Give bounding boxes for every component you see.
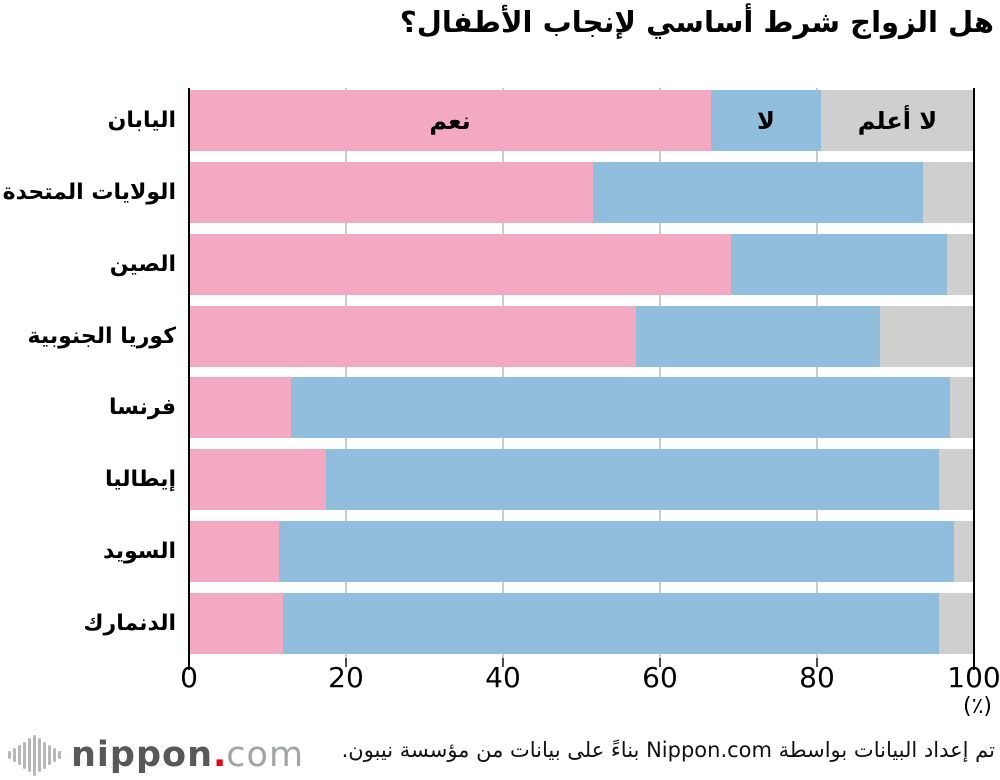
x-axis-tick-label: 80 [799,661,835,694]
plot-area: نعم لا لا أعلم [188,88,975,670]
logo-bar [48,745,51,765]
attribution-text: تم إعداد البيانات بواسطة Nippon.com بناء… [341,738,995,762]
bar-row [189,449,974,511]
logo-bar [13,748,16,762]
bar-segment-no: لا [711,90,821,151]
x-axis-tick-label: 0 [180,661,198,694]
logo-bar [53,748,56,762]
country-label: فرنسا [109,395,176,421]
x-axis: 0 20 40 60 80 100 [180,661,1000,695]
bar-row: نعم لا لا أعلم [189,90,974,151]
x-axis-tick [502,658,504,667]
bar-segment-yes [189,593,284,655]
bar-segment-no [279,521,955,583]
bar-segment-no [636,305,880,367]
bar-row [189,377,974,439]
x-axis-tick-label: 40 [485,661,521,694]
x-axis-tick-label: 60 [642,661,678,694]
logo-bar [23,741,26,769]
bar-row [189,593,974,655]
bar-segment-dontknow [938,593,974,655]
bar-row [189,305,974,367]
soundwave-icon [8,733,63,777]
bar-segment-yes [189,305,637,367]
x-axis-tick-label: 20 [328,661,364,694]
bar-segment-no [730,233,947,295]
bar-segment-no [291,377,951,439]
nippon-logo: nippon . com [8,732,304,778]
segment-label-no: لا [757,106,775,135]
country-label: كوريا الجنوبية [27,323,176,349]
bar-segment-no [593,161,923,223]
bar-segment-dontknow [922,161,974,223]
bar-segment-dontknow [950,377,974,439]
logo-text-nippon: nippon [71,735,213,775]
logo-text-com: com [226,735,305,775]
bar-segment-dontknow [879,305,974,367]
bar-segment-dontknow: لا أعلم [820,90,974,151]
logo-bar [38,738,41,772]
bar-segment-no [283,593,939,655]
bar-segment-yes [189,449,327,511]
x-axis-tick-label: 100 [947,661,1000,694]
logo-bar [58,751,61,759]
bar-row [189,161,974,223]
percent-unit-label: (٪) [963,694,992,719]
bar-segment-dontknow [946,233,974,295]
x-axis-tick [659,658,661,667]
logo-bar [33,734,36,776]
x-axis-tick [816,658,818,667]
country-label: إيطاليا [105,467,176,493]
bar-segment-yes [189,377,292,439]
footer: nippon . com تم إعداد البيانات بواسطة Ni… [0,730,1000,780]
segment-label-yes: نعم [429,106,471,135]
bar-segment-dontknow [954,521,974,583]
logo-bar [43,741,46,769]
logo-dot: . [212,735,227,775]
bar-row [189,233,974,295]
logo-bar [18,745,21,765]
left-axis-spine [188,88,190,670]
segment-label-dontknow: لا أعلم [857,106,938,135]
logo-bar [28,738,31,772]
country-label: الصين [109,251,176,277]
country-label: الولايات المتحدة [2,179,176,205]
x-axis-tick [345,658,347,667]
chart-title: هل الزواج شرط أساسي لإنجاب الأطفال؟ [399,5,994,39]
bar-segment-no [326,449,939,511]
country-label: الدنمارك [83,611,176,637]
gridline [345,88,347,658]
right-axis-spine [973,88,975,670]
country-label: اليابان [107,108,176,133]
bar-segment-dontknow [938,449,974,511]
logo-bar [8,751,11,759]
bar-row [189,521,974,583]
gridline [502,88,504,658]
gridline [659,88,661,658]
country-label: السويد [103,539,176,565]
bar-segment-yes [189,161,594,223]
bar-segment-yes [189,233,731,295]
bar-segment-yes: نعم [189,90,712,151]
gridline [816,88,818,658]
bar-segment-yes [189,521,280,583]
